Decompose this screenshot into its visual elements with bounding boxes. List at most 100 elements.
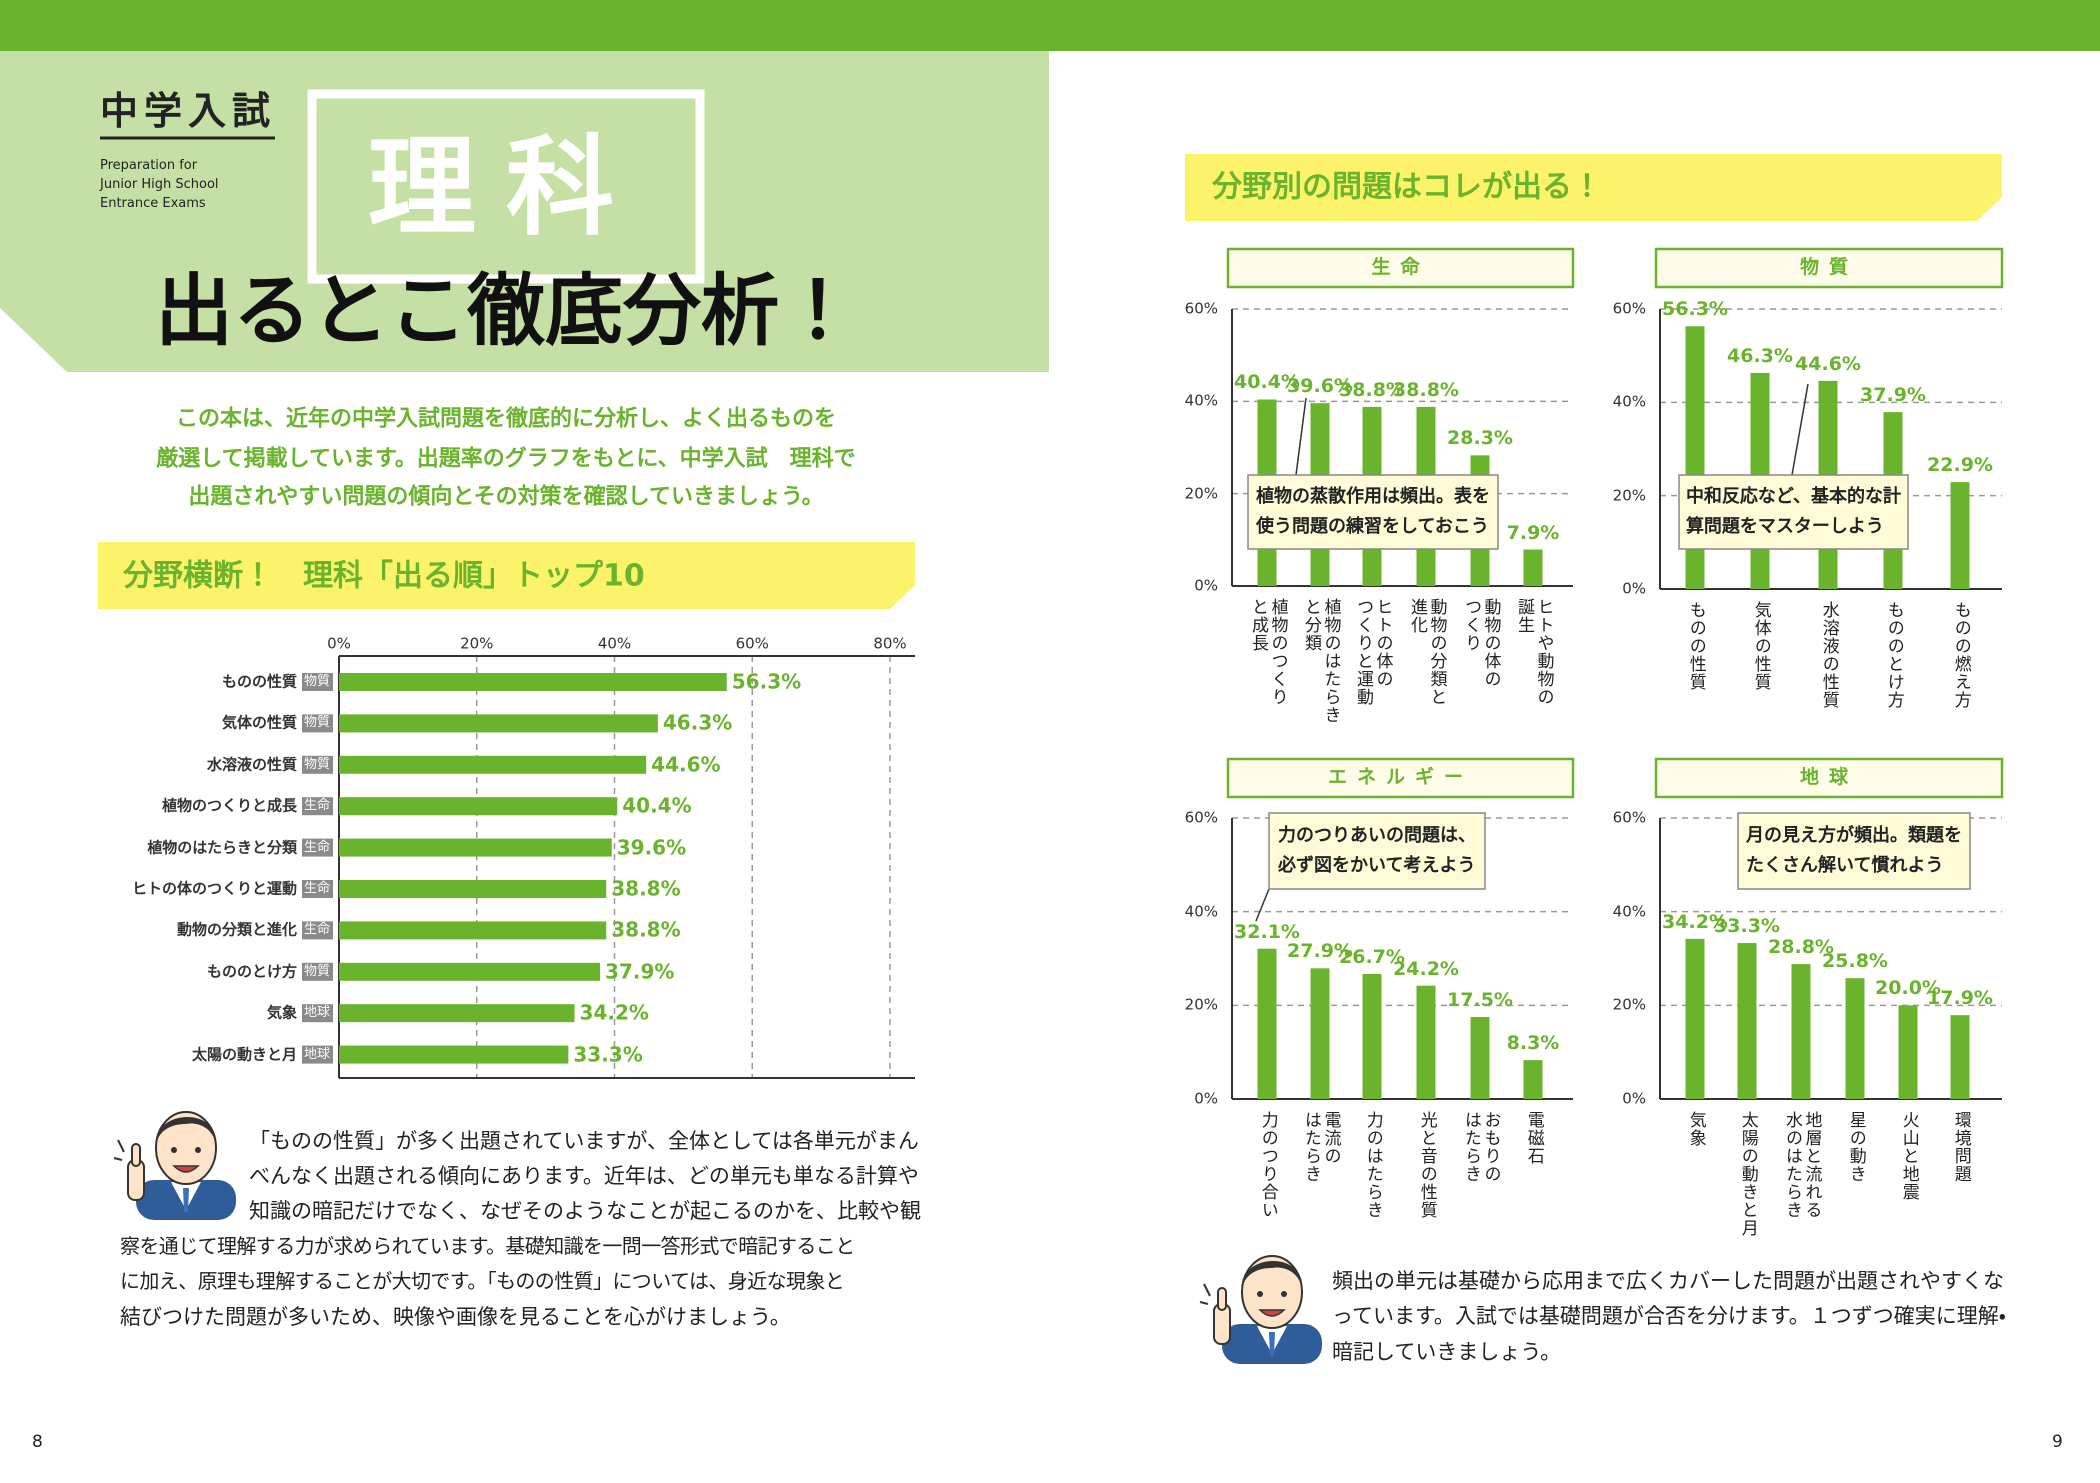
annotation-pointer	[1295, 397, 1307, 476]
category-label: 太陽の動きと月	[191, 1045, 297, 1064]
x-tick-label: 地層と流れる 水のはたらき	[1782, 1111, 1822, 1219]
value-label: 24.2%	[1393, 957, 1459, 980]
annotation: 力のつりあいの問題は、 必ず図をかいて考えよう	[1278, 825, 1476, 876]
y-tick-label: 0%	[1194, 576, 1218, 595]
bar	[339, 797, 618, 816]
x-tick-label: 0%	[327, 634, 351, 653]
comment-line: 暗記していきましょう。	[1332, 1340, 1562, 1364]
category-label: ヒトの体のつくりと運動	[131, 879, 297, 898]
value-label: 44.6%	[1795, 352, 1861, 375]
value-label: 26.7%	[1339, 946, 1405, 969]
y-tick-label: 20%	[1184, 484, 1218, 503]
y-tick-label: 40%	[1184, 902, 1218, 921]
value-label: 34.2%	[579, 1000, 649, 1025]
value-label: 40.4%	[622, 793, 692, 818]
value-label: 22.9%	[1927, 454, 1993, 477]
x-tick-label: 星の動き	[1845, 1111, 1866, 1183]
chart-title: 物質	[1799, 256, 1859, 279]
value-label: 39.6%	[1287, 375, 1353, 398]
tag-box	[302, 962, 333, 981]
y-tick-label: 40%	[1612, 392, 1646, 411]
category-label: もののとけ方	[206, 962, 297, 981]
x-tick-label: 火山と地震	[1898, 1111, 1919, 1201]
bar	[1523, 549, 1543, 586]
y-tick-label: 0%	[1622, 579, 1646, 598]
x-tick-label: 力のはたらき	[1362, 1111, 1383, 1219]
bar	[1950, 482, 1970, 589]
value-label: 44.6%	[651, 752, 721, 777]
bar	[1416, 985, 1436, 1099]
value-label: 7.9%	[1506, 521, 1560, 544]
section-heading: 分野別の問題はコレが出る！	[1212, 169, 1602, 205]
page-title: 出るとこ徹底分析！	[154, 266, 858, 357]
bar	[339, 714, 658, 733]
tag-box	[302, 797, 333, 816]
category-tag: 生命	[303, 798, 331, 814]
x-tick-label: 動物の体の つくり	[1461, 598, 1501, 688]
x-tick-label: ヒトや動物の 誕生	[1514, 598, 1554, 706]
header-panel	[0, 51, 1049, 372]
subject: 理科	[367, 125, 645, 251]
top-band	[0, 0, 2100, 51]
category-tag: 物質	[303, 715, 331, 731]
comment-line: 結びつけた問題が多いため、映像や画像を見ることを心がけましょう。	[120, 1305, 791, 1329]
x-tick-label: 40%	[597, 634, 632, 653]
tag-box	[302, 673, 333, 691]
x-tick-label: 植物のはたらき と分類	[1301, 598, 1341, 724]
intro-line: この本は、近年の中学入試問題を徹底的に分析し、よく出るものを	[175, 406, 837, 432]
annotation-box	[1268, 812, 1486, 890]
chart-title: 生命	[1371, 256, 1430, 279]
bar	[1470, 1017, 1490, 1099]
value-label: 17.9%	[1927, 987, 1993, 1010]
bar	[1257, 948, 1277, 1099]
bar	[1685, 938, 1705, 1099]
tag-box	[302, 714, 333, 733]
x-tick-label: 80%	[873, 634, 907, 653]
category-label: 植物のつくりと成長	[161, 796, 297, 815]
tag-box	[302, 1004, 333, 1023]
x-tick-label: 太陽の動きと月	[1737, 1111, 1758, 1237]
bar	[1523, 1060, 1543, 1099]
value-label: 37.9%	[1860, 384, 1926, 407]
annotation-box	[1678, 474, 1909, 550]
y-tick-label: 20%	[1184, 995, 1218, 1014]
bar	[339, 1004, 575, 1023]
annotation: 月の見え方が頻出。類題を たくさん解いて慣れよう	[1746, 825, 1962, 876]
tag-box	[302, 838, 333, 857]
comment-line: っています。入試では基礎問題が合否を分けます。１つずつ確実に理解・	[1332, 1304, 2006, 1328]
header-subtitle: Junior High School	[100, 177, 219, 192]
value-label: 56.3%	[731, 669, 802, 694]
comment-line: 察を通じて理解する力が求められています。基礎知識を一問一答形式で暗記すること	[120, 1234, 855, 1258]
value-label: 46.3%	[662, 710, 733, 735]
value-label: 32.1%	[1234, 920, 1300, 943]
avatar	[113, 1111, 237, 1221]
value-label: 28.8%	[1768, 936, 1834, 959]
comment-line: べんなく出題される傾向にあります。近年は、どの単元も単なる計算や	[249, 1164, 919, 1188]
bar	[1310, 968, 1330, 1099]
bar	[339, 921, 607, 940]
tag-box	[302, 755, 333, 774]
section-heading: 分野横断！ 理科「出る順」トップ10	[123, 558, 645, 594]
chart-title-box	[1654, 757, 2004, 799]
tag-box	[302, 880, 333, 898]
value-label: 38.8%	[1393, 378, 1459, 401]
bar	[339, 673, 727, 691]
y-tick-label: 20%	[1612, 995, 1646, 1014]
page-number: 8	[32, 1432, 43, 1452]
y-tick-label: 60%	[1612, 808, 1646, 827]
category-label: 気象	[266, 1003, 297, 1022]
x-tick-label: 動物の分類と 進化	[1407, 598, 1447, 706]
x-tick-label: 気象	[1685, 1111, 1706, 1147]
header-subtitle: Entrance Exams	[100, 196, 206, 211]
category-label: 植物のはたらきと分類	[147, 838, 297, 857]
category-tag: 物質	[303, 756, 331, 772]
x-tick-label: 電磁石	[1523, 1111, 1544, 1165]
y-tick-label: 60%	[1612, 299, 1646, 318]
annotation-pointer	[1255, 888, 1270, 922]
value-label: 33.3%	[1714, 915, 1780, 938]
comment-line: に加え、原理も理解することが大切です。「ものの性質」については、身近な現象と	[120, 1269, 845, 1293]
bar	[339, 755, 647, 774]
annotation: 中和反応など、基本的な計 算問題をマスターしよう	[1685, 486, 1902, 537]
chart-title: エネルギー	[1327, 766, 1474, 789]
